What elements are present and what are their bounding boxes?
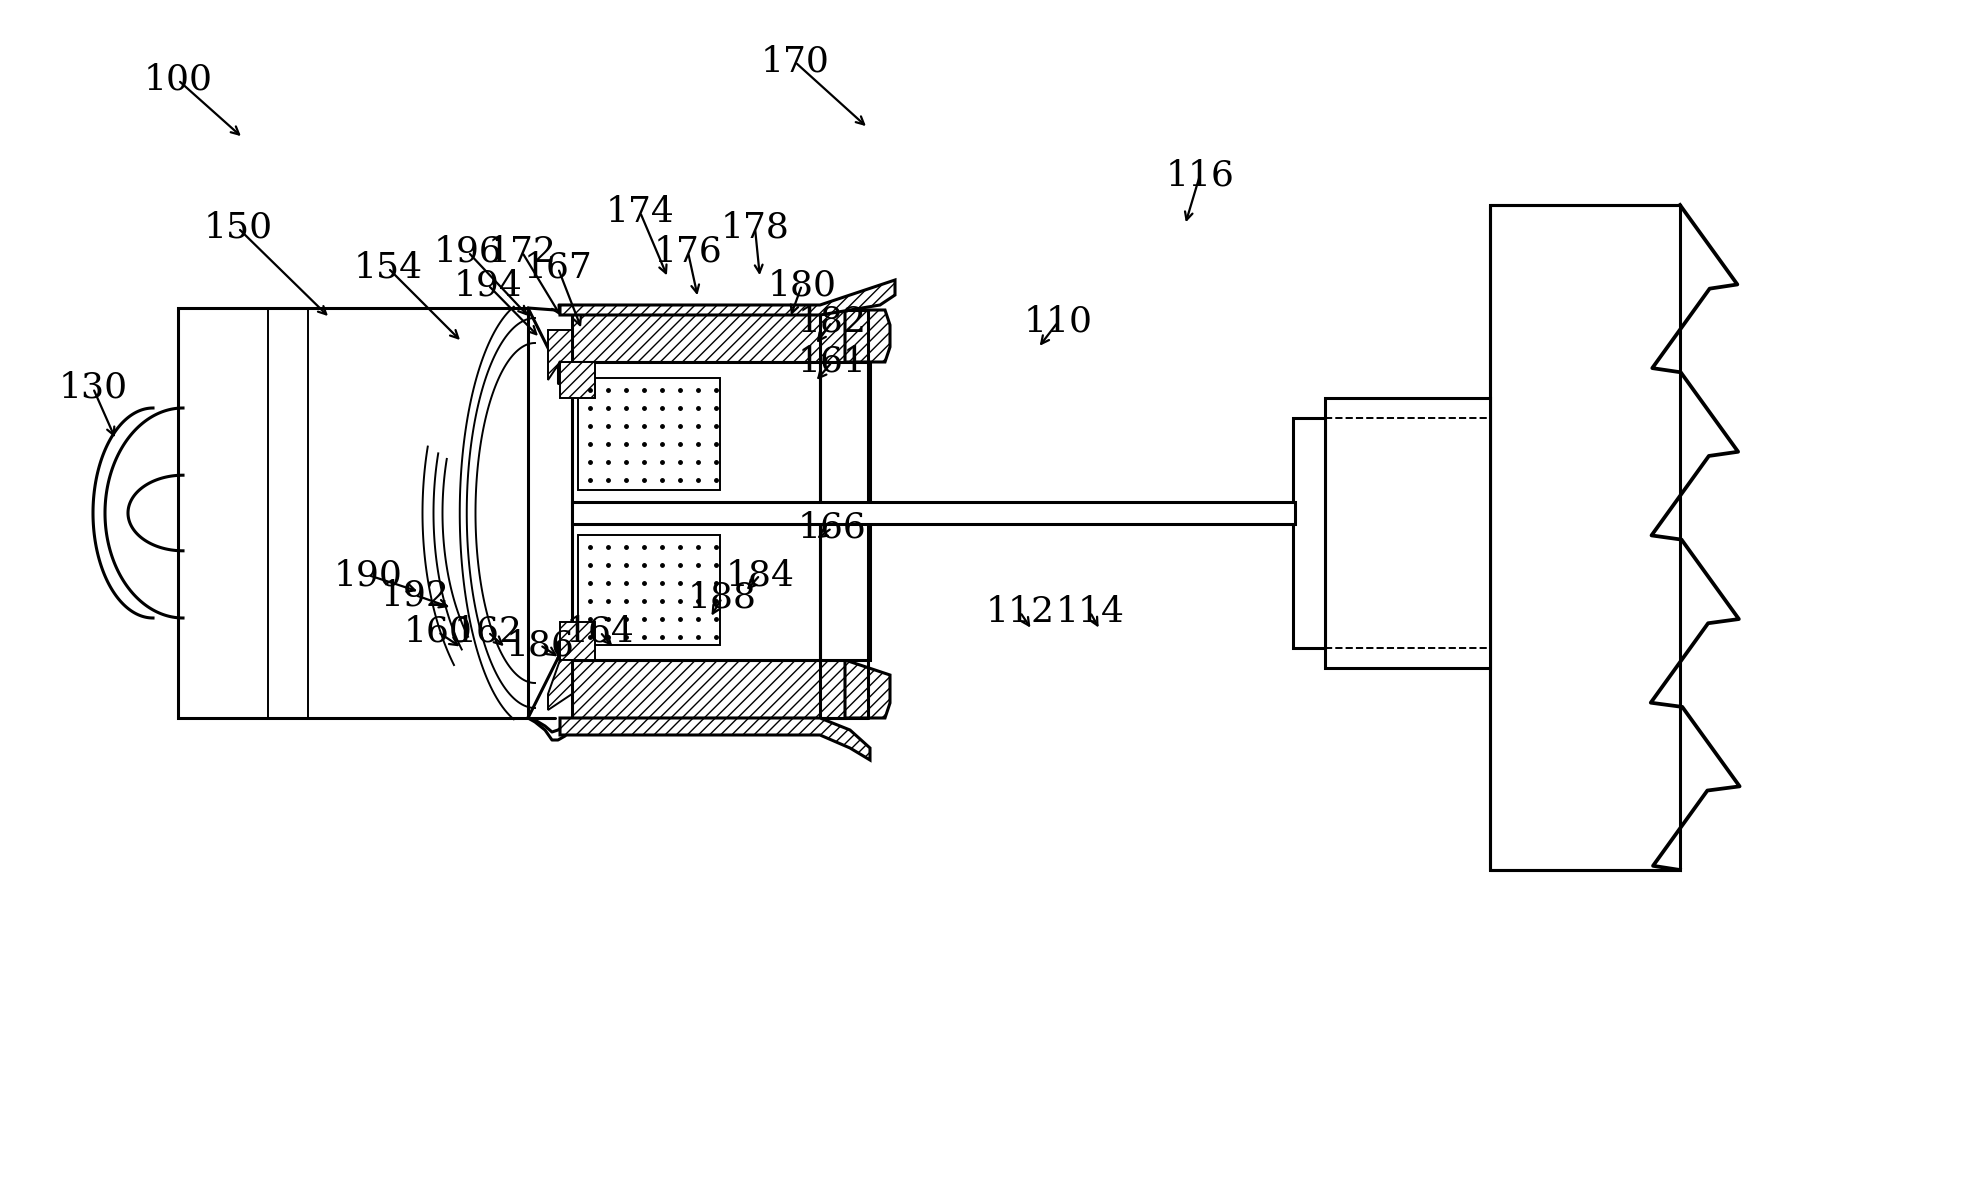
Text: 160: 160: [404, 615, 473, 649]
Text: 186: 186: [506, 628, 575, 662]
Text: 178: 178: [720, 211, 789, 245]
Text: 154: 154: [353, 251, 422, 285]
Polygon shape: [846, 310, 891, 362]
Text: 192: 192: [381, 578, 449, 612]
Text: 110: 110: [1024, 305, 1093, 339]
Text: 188: 188: [687, 581, 757, 615]
Bar: [1489, 205, 1679, 869]
Text: 112: 112: [985, 596, 1054, 629]
Text: 164: 164: [565, 615, 634, 649]
Text: 180: 180: [767, 268, 836, 303]
Text: 162: 162: [453, 615, 522, 649]
Text: 100: 100: [143, 63, 212, 96]
Text: 161: 161: [799, 345, 867, 379]
Polygon shape: [559, 718, 869, 760]
Text: 166: 166: [799, 511, 867, 545]
Text: 114: 114: [1056, 596, 1124, 629]
Polygon shape: [573, 660, 846, 718]
Bar: [573, 501, 1295, 524]
Polygon shape: [559, 362, 594, 398]
Bar: [573, 362, 869, 660]
Text: 150: 150: [204, 211, 273, 245]
Bar: [579, 378, 720, 490]
Text: 194: 194: [453, 268, 522, 303]
Text: 170: 170: [761, 45, 830, 79]
Polygon shape: [573, 310, 846, 362]
Polygon shape: [547, 660, 573, 710]
Text: 196: 196: [434, 235, 502, 269]
Bar: [579, 535, 720, 646]
Text: 174: 174: [606, 195, 675, 229]
Polygon shape: [846, 660, 891, 718]
Text: 190: 190: [334, 559, 402, 592]
Polygon shape: [559, 280, 895, 314]
Text: 176: 176: [653, 235, 722, 269]
Text: 182: 182: [797, 305, 867, 339]
Polygon shape: [547, 330, 573, 380]
Text: 172: 172: [489, 235, 557, 269]
Text: 167: 167: [524, 251, 593, 285]
Text: 184: 184: [726, 559, 795, 592]
Text: 116: 116: [1165, 158, 1234, 192]
Bar: [1293, 418, 1324, 648]
Bar: [179, 308, 528, 718]
Polygon shape: [559, 622, 594, 660]
Bar: [1324, 398, 1489, 668]
Text: 130: 130: [59, 372, 128, 405]
